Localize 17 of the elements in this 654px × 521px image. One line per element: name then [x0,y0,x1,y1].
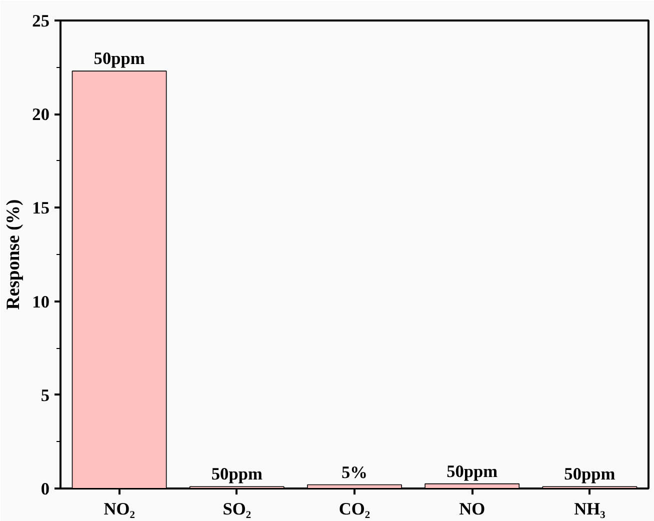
x-tick-label: NO₂ [104,500,135,518]
annotation: 50ppm [446,462,498,481]
y-tick-label: 25 [32,12,50,30]
annotation: 50ppm [94,49,146,68]
y-axis-title: Response (%) [3,199,24,310]
annotation: 50ppm [564,464,616,484]
x-tick-label: CO₂ [338,500,370,518]
y-tick-label: 5 [40,386,50,405]
x-tick-label: SO₂ [222,500,252,518]
x-tick-label: NO [459,500,486,518]
y-tick-label: 20 [32,105,50,124]
y-tick-label: 15 [32,198,50,218]
x-tick-label: NH₃ [574,500,606,518]
y-tick-label: 0 [40,480,50,498]
annotation: 50ppm [211,464,263,484]
y-tick-label: 10 [32,292,50,312]
annotation: 5% [342,462,368,482]
